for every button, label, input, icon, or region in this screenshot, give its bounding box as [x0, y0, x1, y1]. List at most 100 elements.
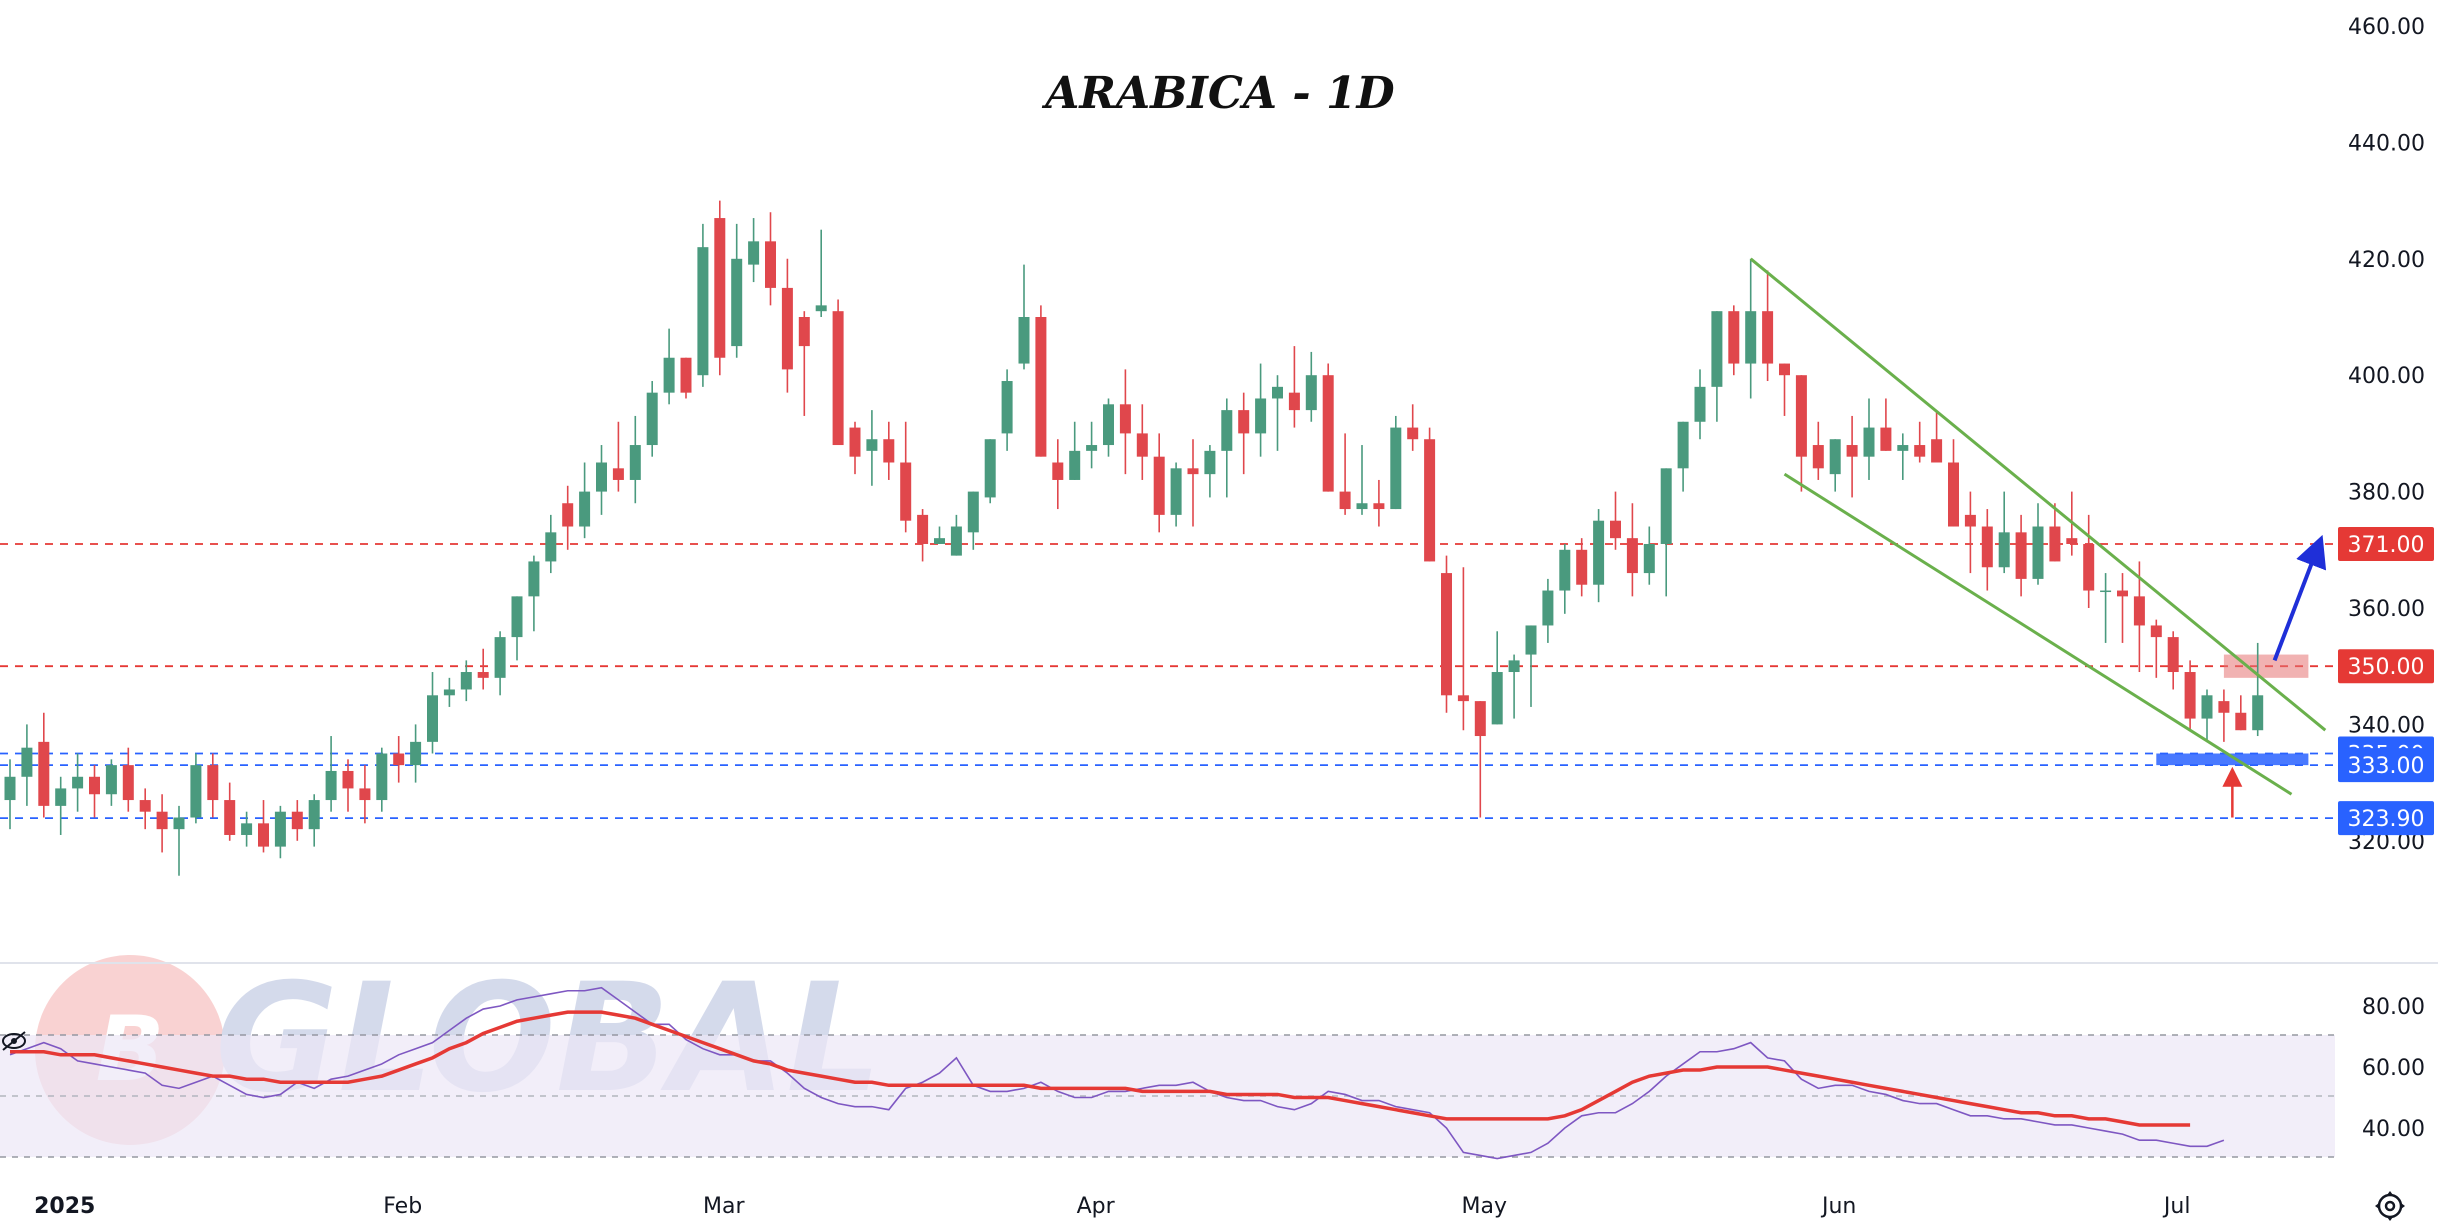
candle: [477, 648, 489, 690]
candle-body: [21, 747, 33, 777]
candle-body: [2133, 596, 2145, 626]
time-axis: 2025 Feb Mar Apr May Jun Jul: [34, 1194, 2190, 1219]
candle: [21, 724, 33, 806]
candle-body: [1998, 532, 2010, 568]
candle: [2235, 695, 2247, 731]
candle: [1964, 491, 1976, 574]
candle: [1103, 398, 1114, 457]
candle-body: [1103, 404, 1114, 446]
candle-body: [2117, 590, 2128, 597]
time-tick-label: Jun: [1820, 1194, 1856, 1219]
candle: [1373, 479, 1385, 527]
candle-body: [38, 741, 50, 806]
candle-body: [1339, 491, 1351, 510]
candle: [1762, 270, 1774, 382]
candle-body: [1931, 439, 1943, 463]
candle-body: [900, 462, 912, 521]
candle-body: [1576, 549, 1588, 585]
level-badge: 323.90: [2338, 801, 2434, 836]
candle: [1795, 375, 1807, 492]
rsi-tick-label: 80.00: [2362, 995, 2425, 1020]
candle-body: [2150, 625, 2162, 638]
candle: [1390, 415, 1402, 510]
candle: [1491, 631, 1503, 725]
candles: [4, 200, 2264, 876]
candle-body: [781, 287, 793, 370]
candle: [562, 485, 574, 550]
candle: [122, 747, 134, 812]
level-badge-bg: [2338, 526, 2434, 561]
candle: [443, 677, 455, 707]
candle: [1441, 555, 1452, 713]
candle: [139, 788, 151, 830]
candle-body: [562, 503, 574, 527]
candle: [427, 672, 438, 754]
candle-body: [4, 776, 16, 801]
candle: [1356, 445, 1368, 515]
candle: [1187, 439, 1199, 527]
candle-body: [122, 765, 134, 801]
candle-body: [1593, 520, 1605, 585]
channel: [1749, 257, 2327, 796]
candle: [2184, 660, 2196, 731]
candle: [629, 415, 641, 504]
candle-body: [1626, 538, 1638, 574]
candle-body: [2066, 538, 2078, 544]
candle-body: [1441, 573, 1452, 696]
candle: [2218, 689, 2230, 742]
level-badge: 350.00: [2338, 649, 2434, 684]
candle-body: [1052, 462, 1064, 480]
candle: [4, 759, 16, 830]
settings-icon[interactable]: [2375, 1191, 2405, 1221]
candle: [38, 712, 50, 818]
candle: [1457, 567, 1469, 731]
candle: [1981, 509, 1993, 591]
candle: [612, 421, 624, 492]
rsi-ma-line: [10, 1010, 2191, 1127]
candle-body: [1322, 375, 1334, 492]
candle-body: [798, 317, 810, 347]
hide-indicator-icon[interactable]: [2, 1031, 26, 1051]
candle: [1322, 363, 1334, 492]
candle: [528, 555, 540, 632]
candle-body: [274, 811, 286, 847]
candle-body: [1846, 445, 1858, 457]
candle: [1998, 491, 2010, 574]
candle: [393, 736, 405, 783]
candle-body: [731, 258, 743, 347]
candle: [1593, 509, 1605, 603]
candle-body: [579, 491, 591, 527]
chart-title: ARABICA - 1D: [1041, 68, 1394, 119]
candle-body: [1762, 311, 1774, 364]
blue-arrow: [2272, 534, 2327, 662]
annotation-zones: [2156, 654, 2309, 766]
candle-body: [1559, 549, 1571, 591]
candle: [798, 311, 810, 416]
candle: [1221, 398, 1233, 498]
candle: [2201, 689, 2213, 742]
candle-body: [1863, 427, 1875, 457]
candle: [105, 759, 117, 806]
price-tick-label: 340.00: [2348, 713, 2425, 738]
candle-body: [934, 538, 945, 544]
candle-body: [410, 741, 422, 766]
candle: [1305, 351, 1317, 422]
time-tick-label: Jul: [2162, 1194, 2191, 1219]
candle-body: [1288, 392, 1300, 411]
candle: [934, 526, 945, 544]
candle-body: [1373, 503, 1385, 510]
candle: [1288, 346, 1300, 428]
candle: [376, 747, 388, 812]
candle: [1339, 433, 1351, 515]
candle: [967, 491, 979, 550]
candle: [1728, 305, 1740, 376]
candle: [1170, 462, 1182, 527]
candle-body: [748, 241, 760, 265]
level-badge-label: 371.00: [2348, 533, 2425, 558]
candle: [1745, 258, 1757, 399]
rsi-tick-label: 40.00: [2362, 1117, 2425, 1142]
candle-body: [376, 753, 388, 801]
candle: [1204, 445, 1216, 498]
candle-body: [2100, 590, 2112, 593]
